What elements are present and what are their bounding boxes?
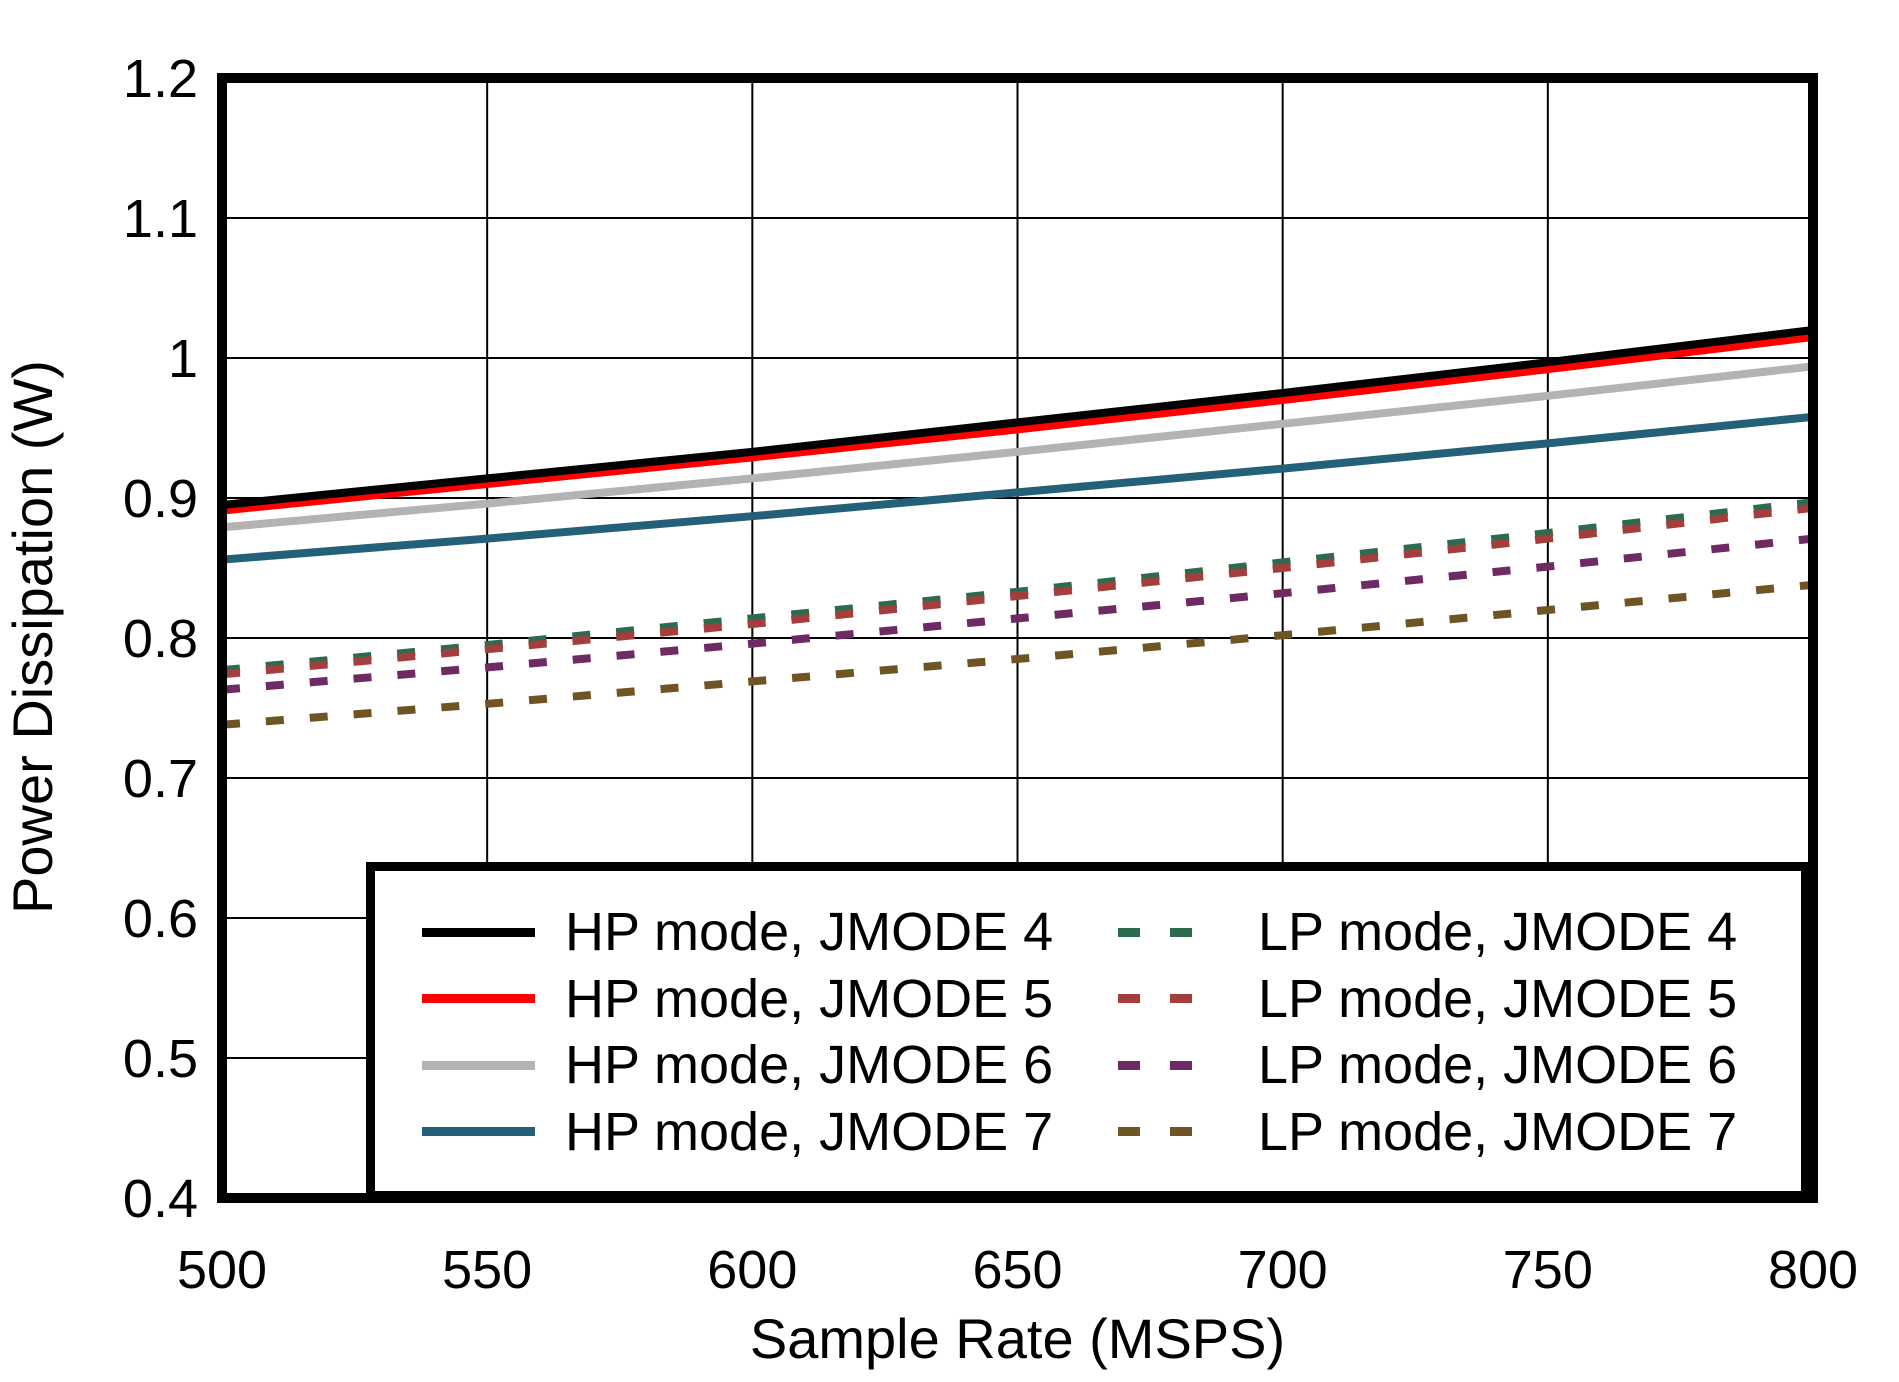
legend-box: HP mode, JMODE 4 HP mode, JMODE 5 HP mod… (366, 862, 1810, 1200)
series-line-hp-mode-jmode-4 (222, 326, 1813, 509)
legend-swatch-hp-jmode5 (422, 994, 535, 1004)
series-line-hp-mode-jmode-6 (222, 362, 1813, 532)
y-axis-title: Power Dissipation (W) (1, 360, 64, 914)
legend-swatch-hp-jmode6 (422, 1060, 535, 1070)
tick-labels: 0.4 0.5 0.6 0.7 0.8 0.9 1 1.1 1.2 500 550 600 650 700… (123, 49, 1858, 1300)
legend-label: LP mode, JMODE 7 (1258, 1101, 1738, 1162)
x-tick-label: 600 (707, 1240, 797, 1300)
y-tick-label: 0.9 (123, 469, 198, 529)
legend-swatch-hp-jmode4 (422, 927, 535, 937)
legend-item-lp-jmode7: LP mode, JMODE 7 (1088, 1099, 1801, 1166)
x-tick-label: 700 (1238, 1240, 1328, 1300)
legend-item-lp-jmode5: LP mode, JMODE 5 (1088, 966, 1801, 1033)
series-line-lp-mode-jmode-4 (222, 498, 1813, 675)
legend-swatch-lp-jmode5 (1118, 994, 1192, 1004)
x-tick-label: 650 (972, 1240, 1062, 1300)
legend-label: LP mode, JMODE 5 (1258, 968, 1738, 1029)
y-tick-label: 0.5 (123, 1029, 198, 1089)
x-tick-label: 800 (1768, 1240, 1858, 1300)
legend-item-hp-jmode7: HP mode, JMODE 7 (375, 1099, 1088, 1166)
x-tick-label: 500 (177, 1240, 267, 1300)
legend-swatch-hp-jmode7 (422, 1127, 535, 1137)
legend-label: HP mode, JMODE 7 (565, 1101, 1054, 1162)
series-line-lp-mode-jmode-7 (222, 580, 1813, 729)
series-line-hp-mode-jmode-7 (222, 412, 1813, 564)
legend-item-hp-jmode5: HP mode, JMODE 5 (375, 966, 1088, 1033)
legend-swatch-lp-jmode4 (1118, 927, 1192, 937)
y-tick-label: 0.4 (123, 1169, 198, 1229)
y-tick-label: 1 (168, 329, 198, 389)
series-line-hp-mode-jmode-5 (222, 333, 1813, 515)
legend-label: LP mode, JMODE 6 (1258, 1035, 1738, 1096)
x-axis-title: Sample Rate (MSPS) (749, 1307, 1286, 1370)
legend-label: HP mode, JMODE 6 (565, 1035, 1054, 1096)
x-tick-label: 750 (1503, 1240, 1593, 1300)
legend-item-hp-jmode4: HP mode, JMODE 4 (375, 899, 1088, 966)
series-line-lp-mode-jmode-6 (222, 534, 1813, 694)
legend-label: HP mode, JMODE 5 (565, 968, 1054, 1029)
legend-label: LP mode, JMODE 4 (1258, 902, 1738, 963)
y-tick-label: 1.1 (123, 189, 198, 249)
legend-swatch-lp-jmode6 (1118, 1060, 1192, 1070)
legend-swatch-lp-jmode7 (1118, 1127, 1192, 1137)
legend-label: HP mode, JMODE 4 (565, 902, 1054, 963)
y-tick-label: 0.7 (123, 749, 198, 809)
series-group (222, 326, 1813, 729)
y-tick-label: 1.2 (123, 49, 198, 109)
x-tick-label: 550 (442, 1240, 532, 1300)
y-tick-label: 0.8 (123, 609, 198, 669)
y-tick-label: 0.6 (123, 889, 198, 949)
series-line-lp-mode-jmode-5 (222, 503, 1813, 679)
legend-item-hp-jmode6: HP mode, JMODE 6 (375, 1032, 1088, 1099)
legend-item-lp-jmode6: LP mode, JMODE 6 (1088, 1032, 1801, 1099)
legend-item-lp-jmode4: LP mode, JMODE 4 (1088, 899, 1801, 966)
